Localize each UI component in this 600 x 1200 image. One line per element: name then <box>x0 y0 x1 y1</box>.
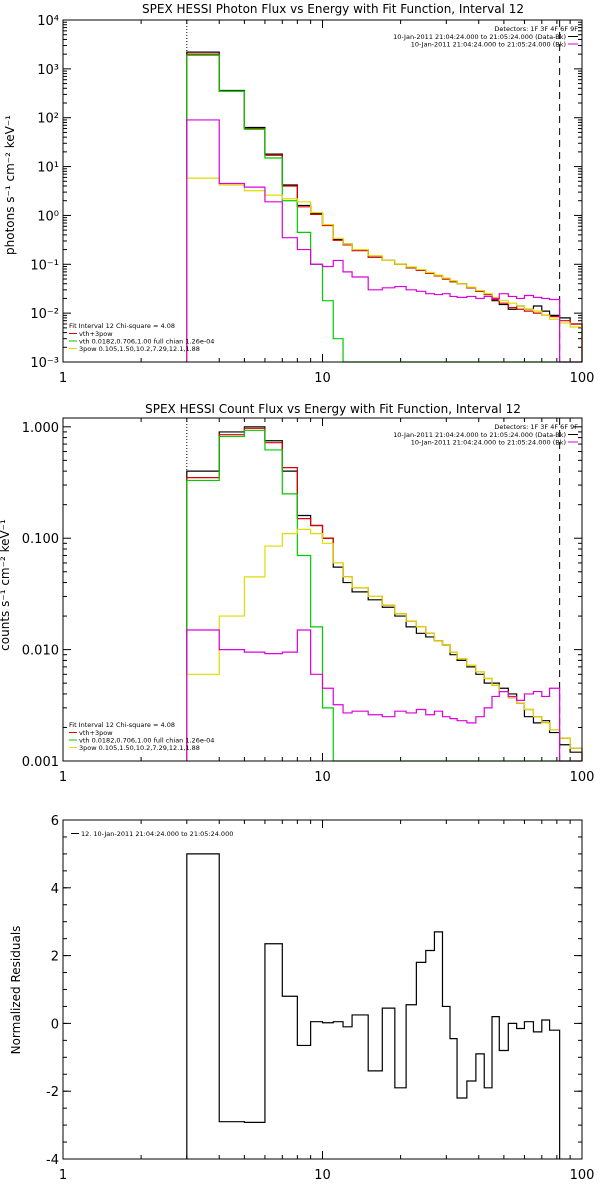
legend-header: Fit Interval 12 Chi-square = 4.08 <box>69 322 175 330</box>
legend-header: Detectors: 1F 3F 4F 6F 9F <box>494 423 578 431</box>
x-tick-label: 1 <box>59 1168 67 1183</box>
photon-chart-title: SPEX HESSI Photon Flux vs Energy with Fi… <box>142 2 524 16</box>
series-vth-line <box>186 429 582 762</box>
x-tick-label: 10 <box>314 1168 331 1183</box>
count-chart-title: SPEX HESSI Count Flux vs Energy with Fit… <box>145 402 521 416</box>
legend-entry: vth 0.0182,0.706,1.00 full chian 1.26e-0… <box>79 338 214 346</box>
y-tick-label: 0.100 <box>22 532 59 547</box>
photon-y-axis-label: photons s⁻¹ cm⁻² keV⁻¹ <box>3 115 17 255</box>
series-data-bk-line <box>186 51 583 362</box>
count-plot-area <box>186 418 583 762</box>
y-tick-label: -2 <box>46 1085 59 1100</box>
legend-entry: 10-Jan-2011 21:04:24.000 to 21:05:24.000… <box>393 33 566 41</box>
series-data-bk-line <box>186 426 583 761</box>
count-plot-frame <box>62 417 583 762</box>
x-tick-label: 100 <box>570 371 595 386</box>
y-tick-label: 4 <box>51 882 59 897</box>
residuals-plot-area <box>186 853 561 1159</box>
photon-legend-bottom-left: Fit Interval 12 Chi-square = 4.08vth+3po… <box>69 322 214 353</box>
legend-entry: vth+3pow <box>79 330 113 338</box>
y-tick-label: 6 <box>51 814 59 829</box>
series-vth-line <box>186 54 582 363</box>
y-tick-label: 10¹ <box>37 161 59 176</box>
residuals-axis-ticks: 1 10 100 -4 -2 0 2 4 6 <box>46 814 594 1183</box>
residuals-y-axis-label: Normalized Residuals <box>9 926 23 1055</box>
legend-entry: vth 0.0182,0.706,1.00 full chian 1.26e-0… <box>79 737 214 745</box>
legend-entry: 12. 10-Jan-2011 21:04:24.000 to 21:05:24… <box>81 830 233 838</box>
y-tick-label: 2 <box>51 950 59 965</box>
y-tick-label: 0.001 <box>22 755 59 770</box>
residuals-plot-frame <box>62 819 583 1160</box>
y-tick-label: 10⁻³ <box>30 356 59 371</box>
series-vth-3pow-line <box>186 53 583 362</box>
photon-plot-frame <box>62 19 583 363</box>
photon-flux-panel: SPEX HESSI Photon Flux vs Energy with Fi… <box>3 2 594 386</box>
photon-axis-ticks: 1 10 100 10⁻³ 10⁻² 10⁻¹ 10⁰ 10¹ 10² 10³ 10⁴ <box>30 14 594 386</box>
x-tick-label: 100 <box>570 1168 595 1183</box>
x-tick-label: 10 <box>314 371 331 386</box>
count-legend-bottom-left: Fit Interval 12 Chi-square = 4.08vth+3po… <box>69 721 214 752</box>
x-tick-label: 1 <box>59 371 67 386</box>
y-tick-label: 10² <box>37 112 59 127</box>
y-tick-label: -4 <box>46 1153 59 1168</box>
series-3pow-line <box>186 177 583 362</box>
y-tick-label: 0.010 <box>22 644 59 659</box>
legend-entry: 10-Jan-2011 21:04:24.000 to 21:05:24.000… <box>411 41 566 49</box>
legend-entry: 10-Jan-2011 21:04:24.000 to 21:05:24.000… <box>411 439 566 447</box>
series-residuals-line <box>186 853 561 1159</box>
x-tick-label: 100 <box>570 770 595 785</box>
residuals-legend: 12. 10-Jan-2011 21:04:24.000 to 21:05:24… <box>71 830 233 838</box>
series-vth-3pow-line <box>186 427 583 761</box>
legend-entry: vth+3pow <box>79 729 113 737</box>
series-bk-line <box>186 629 582 762</box>
legend-entry: 3pow 0.105,1.50,10.2,7.29,12.1,1.88 <box>79 345 200 353</box>
y-tick-label: 1.000 <box>22 421 59 436</box>
count-axis-ticks: 1 10 100 0.001 0.010 0.100 1.000 <box>22 418 595 785</box>
series-3pow-line <box>186 528 583 761</box>
x-tick-label: 10 <box>314 770 331 785</box>
y-tick-label: 0 <box>51 1017 59 1032</box>
y-tick-label: 10⁴ <box>37 14 59 29</box>
series-bk-line <box>186 119 582 363</box>
y-tick-label: 10³ <box>37 63 59 78</box>
y-tick-label: 10⁻¹ <box>30 258 59 273</box>
legend-entry: 10-Jan-2011 21:04:24.000 to 21:05:24.000… <box>393 431 566 439</box>
legend-entry: 3pow 0.105,1.50,10.2,7.29,12.1,1.88 <box>79 744 200 752</box>
y-tick-label: 10⁻² <box>30 307 59 322</box>
count-y-axis-label: counts s⁻¹ cm⁻² keV⁻¹ <box>0 519 12 651</box>
legend-header: Fit Interval 12 Chi-square = 4.08 <box>69 721 175 729</box>
photon-plot-area <box>186 20 583 363</box>
y-tick-label: 10⁰ <box>37 209 59 224</box>
residuals-panel: Normalized Residuals 1 10 100 -4 -2 0 2 4 6 12. … <box>9 814 594 1183</box>
x-tick-label: 1 <box>59 770 67 785</box>
count-flux-panel: SPEX HESSI Count Flux vs Energy with Fit… <box>0 402 594 785</box>
legend-header: Detectors: 1F 3F 4F 6F 9F <box>494 25 578 33</box>
